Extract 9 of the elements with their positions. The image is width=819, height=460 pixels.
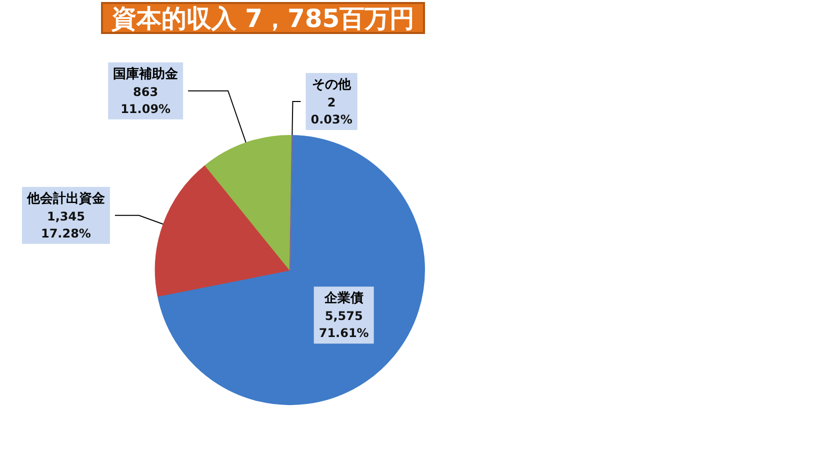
data-label: 863 11.09% <box>120 84 171 116</box>
data-label: 1,345 17.28% <box>40 209 91 240</box>
slice-label: その他 <box>312 77 352 92</box>
slice-label: 企業債 <box>323 291 364 306</box>
data-label: 2 0.03% <box>310 95 352 126</box>
chart-title: 資本的収入 7，785百万円 <box>110 4 415 33</box>
data-label: 5,575 71.61% <box>318 309 369 340</box>
slice-label: 他会計出資金 <box>26 190 106 206</box>
slice-label: 国庫補助金 <box>113 66 180 82</box>
